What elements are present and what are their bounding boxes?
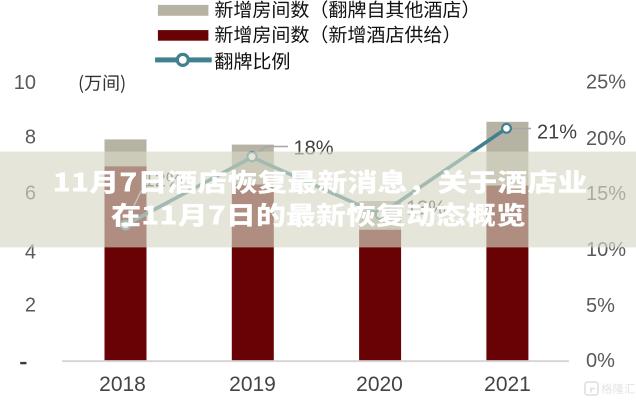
svg-text:2021: 2021 (484, 373, 531, 396)
svg-text:10: 10 (14, 72, 36, 94)
svg-text:25%: 25% (586, 72, 626, 94)
svg-text:0%: 0% (586, 350, 615, 372)
svg-text:2018: 2018 (99, 373, 146, 396)
svg-text:5%: 5% (586, 295, 615, 317)
svg-text:2019: 2019 (229, 373, 276, 396)
svg-text:8: 8 (25, 126, 36, 148)
svg-text:20%: 20% (586, 128, 626, 150)
svg-text:4: 4 (25, 241, 36, 263)
svg-text:2: 2 (25, 294, 36, 316)
svg-text:21%: 21% (537, 121, 577, 143)
svg-text:2020: 2020 (356, 373, 403, 396)
